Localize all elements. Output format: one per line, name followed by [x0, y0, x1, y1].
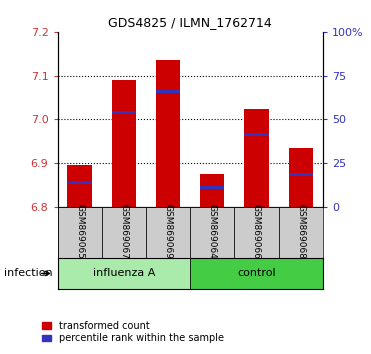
- Text: GSM869067: GSM869067: [119, 204, 128, 259]
- Bar: [112, 80, 136, 207]
- Text: GSM869065: GSM869065: [75, 204, 84, 259]
- Text: control: control: [237, 268, 276, 279]
- Bar: [112, 112, 136, 114]
- Bar: [102, 207, 146, 258]
- Bar: [58, 258, 190, 289]
- Text: GSM869068: GSM869068: [296, 204, 305, 259]
- Bar: [234, 207, 279, 258]
- Bar: [68, 181, 92, 184]
- Bar: [200, 186, 224, 189]
- Text: infection: infection: [4, 268, 52, 279]
- Text: GSM869064: GSM869064: [208, 204, 217, 259]
- Bar: [58, 207, 102, 258]
- Bar: [244, 109, 269, 207]
- Legend: transformed count, percentile rank within the sample: transformed count, percentile rank withi…: [38, 317, 227, 347]
- Bar: [244, 133, 269, 136]
- Bar: [200, 174, 224, 207]
- Bar: [289, 173, 313, 176]
- Bar: [289, 148, 313, 207]
- Bar: [68, 165, 92, 207]
- Bar: [279, 207, 323, 258]
- Text: GSM869069: GSM869069: [164, 204, 173, 259]
- Bar: [190, 258, 323, 289]
- Bar: [146, 207, 190, 258]
- Title: GDS4825 / ILMN_1762714: GDS4825 / ILMN_1762714: [108, 16, 272, 29]
- Bar: [156, 60, 180, 207]
- Bar: [156, 90, 180, 93]
- Bar: [190, 207, 234, 258]
- Text: GSM869066: GSM869066: [252, 204, 261, 259]
- Text: influenza A: influenza A: [93, 268, 155, 279]
